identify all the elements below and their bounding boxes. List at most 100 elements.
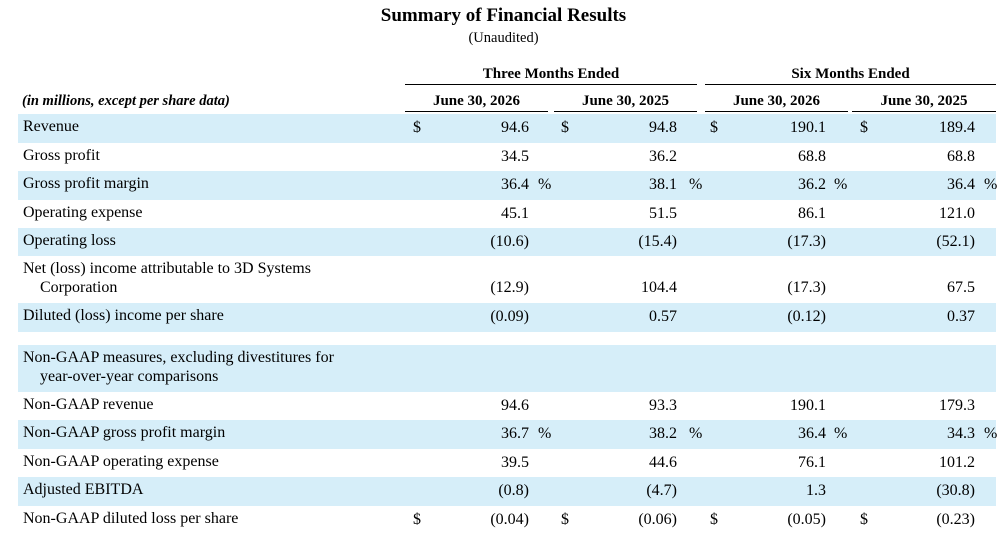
table-cell-value: 34.3 (947, 425, 975, 442)
table-cell-value: 190.1 (790, 397, 826, 414)
page-subtitle: (Unaudited) (468, 30, 539, 46)
table-row: Non-GAAP revenue 94.6 93.3 190.1 179.3 (18, 392, 996, 420)
column-header: June 30, 2026 (405, 91, 548, 112)
table-row: Revenue $94.6 $94.8 $190.1 $189.4 (18, 114, 996, 143)
currency-symbol: $ (561, 511, 569, 528)
row-label: Net (loss) income attributable to 3D Sys… (23, 260, 311, 277)
table-cell-value: (0.04) (490, 511, 529, 528)
table-cell-value: (0.06) (638, 511, 677, 528)
row-label: Adjusted EBITDA (23, 481, 144, 498)
table-cell-value: 38.2 (649, 425, 677, 442)
row-label: year-over-year comparisons (40, 368, 219, 385)
row-label: Non-GAAP revenue (23, 396, 154, 413)
table-cell-value: 101.2 (939, 454, 975, 471)
table-cell-value: (17.3) (787, 233, 826, 250)
table-cell-value: 94.6 (501, 397, 529, 414)
table-row: Diluted (loss) income per share (0.09) 0.5… (18, 303, 996, 332)
row-label: Corporation (40, 279, 118, 296)
currency-symbol: $ (561, 119, 569, 136)
table-cell-value: 36.2 (798, 176, 826, 193)
group-header-three-months: Three Months Ended (405, 64, 697, 85)
table-cell-value: 0.37 (947, 308, 975, 325)
table-row: Non-GAAP gross profit margin 36.7% 38.2% 36… (18, 420, 998, 449)
table-cell-value: 1.3 (806, 482, 826, 499)
table-cell-value: (17.3) (787, 279, 826, 296)
unit-note: (in millions, except per share data) (22, 93, 230, 109)
table-cell-value: (0.12) (787, 308, 826, 325)
table-cell-value: 38.1 (649, 176, 677, 193)
table-row: Gross profit margin 36.4% 38.1% 36.2% 36.4% (18, 171, 998, 200)
table-cell-value: 94.8 (649, 119, 677, 136)
percent-sign: % (538, 176, 552, 193)
table-cell-value: 67.5 (947, 279, 975, 296)
table-cell-value: 36.2 (649, 148, 677, 165)
row-label: Non-GAAP operating expense (23, 453, 219, 470)
table-cell-value: 104.4 (641, 279, 677, 296)
currency-symbol: $ (860, 511, 868, 528)
table-row: Non-GAAP operating expense 39.5 44.6 76.1 10… (18, 449, 996, 477)
table-cell-value: 93.3 (649, 397, 677, 414)
table-cell-value: 44.6 (649, 454, 677, 471)
percent-sign: % (834, 425, 848, 442)
currency-symbol: $ (710, 511, 718, 528)
row-label: Gross profit margin (23, 175, 149, 192)
table-cell-value: (52.1) (936, 233, 975, 250)
table-cell-value: 189.4 (939, 119, 975, 136)
percent-sign: % (689, 425, 703, 442)
row-label: Revenue (23, 118, 79, 135)
column-header: June 30, 2026 (705, 91, 848, 112)
table-cell-value: 36.4 (947, 176, 975, 193)
table-row: Non-GAAP measures, excluding divestiture… (18, 345, 996, 392)
row-label: Non-GAAP gross profit margin (23, 424, 226, 441)
table-cell-value: 36.4 (501, 176, 529, 193)
row-label: Operating loss (23, 232, 116, 249)
table-cell-value: 86.1 (798, 205, 826, 222)
table-cell-value: 34.5 (501, 148, 529, 165)
currency-symbol: $ (413, 511, 421, 528)
percent-sign: % (984, 425, 998, 442)
table-cell-value: 94.6 (501, 119, 529, 136)
table-row: Operating loss (10.6) (15.4) (17.3) (52.1) (18, 228, 996, 256)
table-row: Non-GAAP diluted loss per share $ (0.04) $ (… (18, 506, 996, 535)
table-cell-value: (0.09) (490, 308, 529, 325)
table-cell-value: (0.05) (787, 511, 826, 528)
column-header: June 30, 2025 (852, 91, 996, 112)
row-label: Diluted (loss) income per share (23, 307, 224, 324)
table-row: Gross profit 34.5 36.2 68.8 68.8 (18, 143, 996, 171)
currency-symbol: $ (413, 119, 421, 136)
table-cell-value: (12.9) (490, 279, 529, 296)
table-cell-value: 68.8 (947, 148, 975, 165)
table-cell-value: 0.57 (649, 308, 677, 325)
table-cell-value: (4.7) (646, 482, 677, 499)
table-cell-value: (10.6) (490, 233, 529, 250)
table-cell-value: 51.5 (649, 205, 677, 222)
table-cell-value: (0.23) (936, 511, 975, 528)
table-cell-value: 190.1 (790, 119, 826, 136)
table-cell-value: 68.8 (798, 148, 826, 165)
percent-sign: % (689, 176, 703, 193)
row-label: Operating expense (23, 204, 143, 221)
column-header: June 30, 2025 (554, 91, 697, 112)
row-label: Non-GAAP diluted loss per share (23, 510, 239, 527)
currency-symbol: $ (710, 119, 718, 136)
currency-symbol: $ (860, 119, 868, 136)
percent-sign: % (984, 176, 998, 193)
percent-sign: % (834, 176, 848, 193)
row-label: Non-GAAP measures, excluding divestiture… (23, 349, 334, 366)
table-cell-value: 36.4 (798, 425, 826, 442)
table-row: Adjusted EBITDA (0.8) (4.7) 1.3 (30.8) (18, 477, 996, 506)
row-label: Gross profit (23, 147, 100, 164)
table-cell-value: 121.0 (939, 205, 975, 222)
table-row: Operating expense 45.1 51.5 86.1 121.0 (18, 200, 996, 228)
table-cell-value: (15.4) (638, 233, 677, 250)
table-cell-value: 36.7 (501, 425, 529, 442)
table-cell-value: (0.8) (498, 482, 529, 499)
group-header-six-months: Six Months Ended (705, 64, 996, 85)
table-cell-value: (30.8) (936, 482, 975, 499)
table-cell-value: 76.1 (798, 454, 826, 471)
table-cell-value: 179.3 (939, 397, 975, 414)
percent-sign: % (538, 425, 552, 442)
table-row: Net (loss) income attributable to 3D Sys… (18, 256, 996, 303)
table-cell-value: 39.5 (501, 454, 529, 471)
